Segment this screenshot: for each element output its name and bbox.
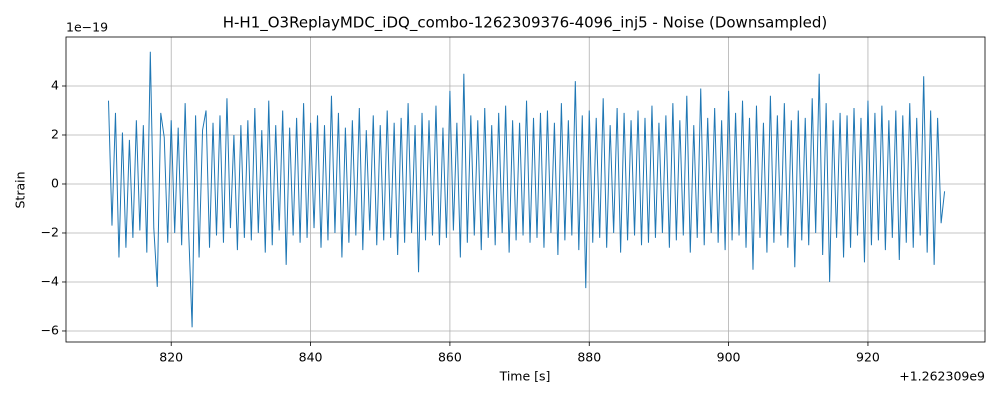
x-axis-label: Time [s] xyxy=(499,369,551,384)
y-tick-label: 4 xyxy=(51,77,59,92)
x-tick-label: 920 xyxy=(856,350,880,365)
data-line xyxy=(108,51,946,328)
x-tick-label: 900 xyxy=(717,350,741,365)
y-tick-label: −6 xyxy=(41,322,59,337)
x-tick-label: 860 xyxy=(438,350,462,365)
plot-frame xyxy=(65,36,986,343)
y-tick-label: 2 xyxy=(51,126,59,141)
y-tick-label: −4 xyxy=(41,273,59,288)
x-tick-label: 840 xyxy=(299,350,323,365)
y-tick-label: 0 xyxy=(51,175,59,190)
y-tick-label: −2 xyxy=(41,224,59,239)
x-tick-label: 880 xyxy=(577,350,601,365)
x-offset-label: +1.262309e9 xyxy=(899,369,985,384)
x-tick-label: 820 xyxy=(159,350,183,365)
y-multiplier-label: 1e−19 xyxy=(66,20,108,35)
chart-title: H-H1_O3ReplayMDC_iDQ_combo-1262309376-40… xyxy=(223,14,828,33)
y-axis-label: Strain xyxy=(13,171,28,208)
